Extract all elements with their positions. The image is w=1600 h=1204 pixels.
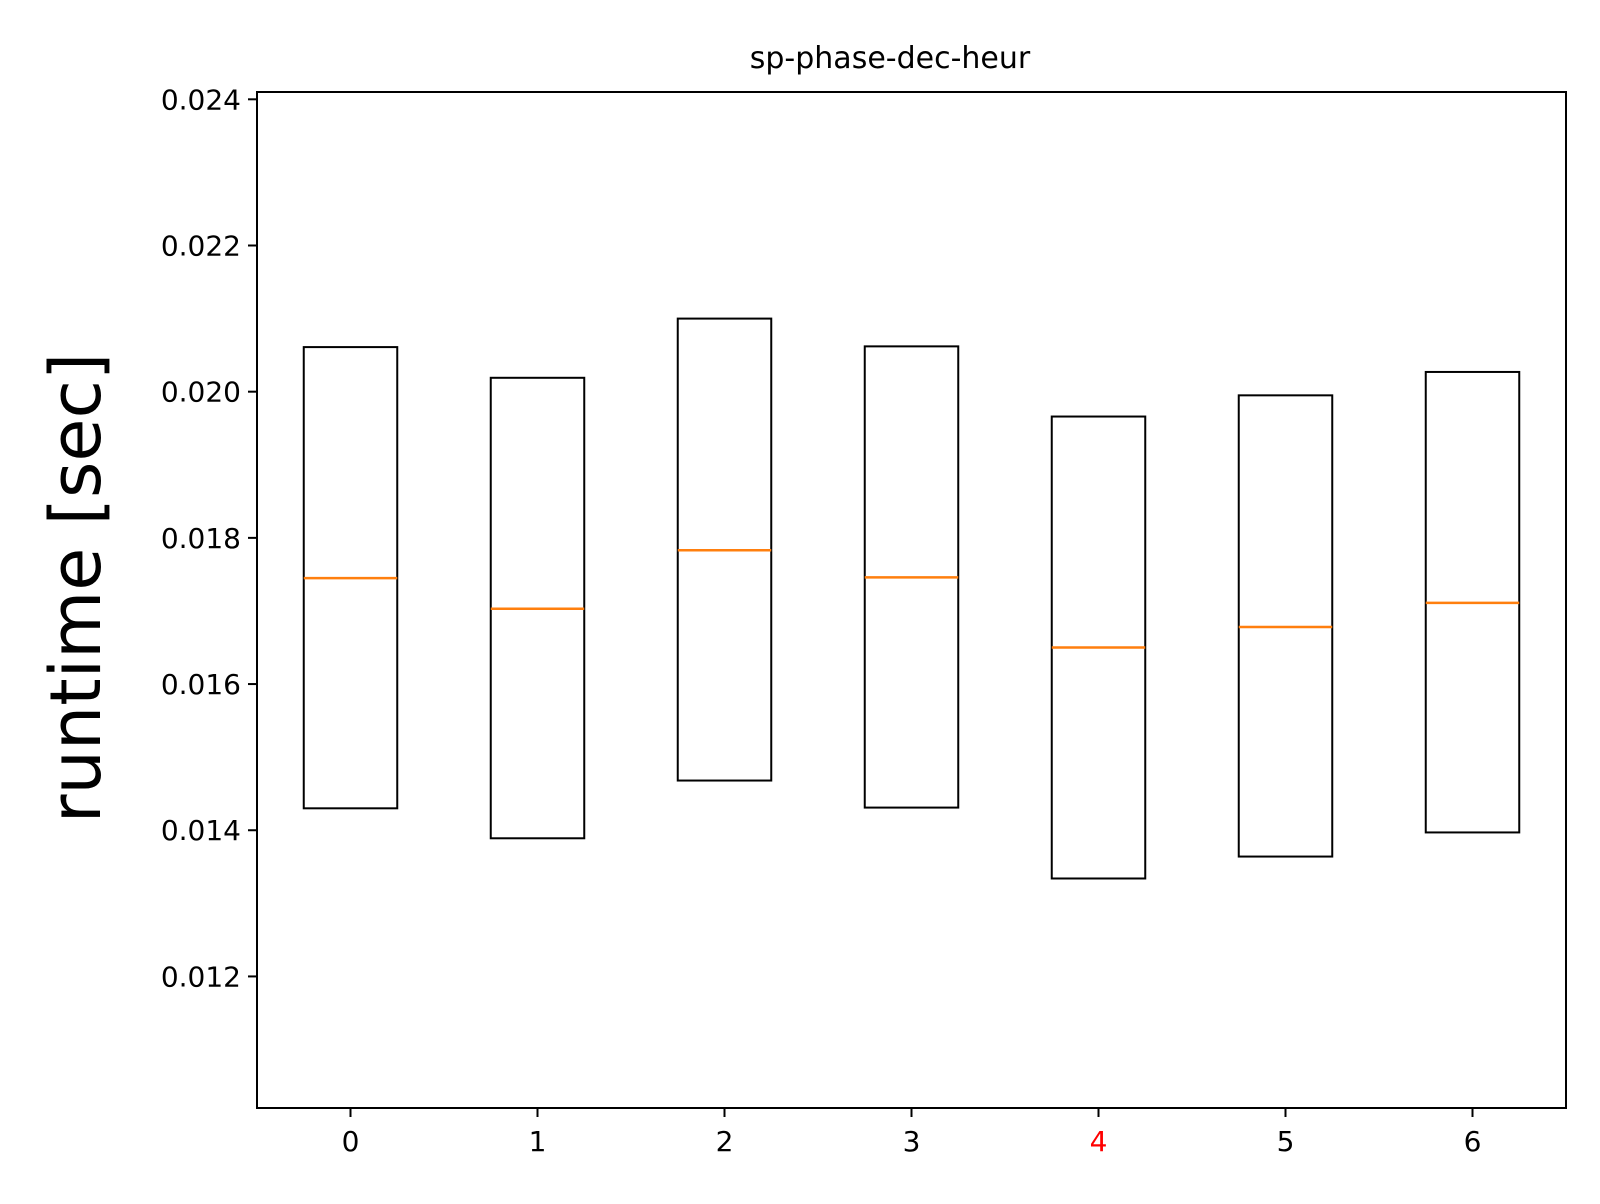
y-tick-label: 0.014 [161,814,241,847]
x-tick-label: 1 [529,1125,547,1158]
y-tick-label: 0.022 [161,229,241,262]
x-tick-label: 3 [903,1125,921,1158]
x-tick-label: 2 [716,1125,734,1158]
y-tick-label: 0.016 [161,668,241,701]
x-tick-label: 5 [1277,1125,1295,1158]
ticks-layer: 0.012 0.014 0.016 0.018 0.020 0.022 0.024 0 1 2 3 4… [161,83,1482,1158]
x-tick-label: 4 [1090,1125,1108,1158]
boxes-layer [302,317,1521,880]
y-tick-label: 0.024 [161,83,241,116]
y-tick-label: 0.012 [161,960,241,993]
chart-title: sp-phase-dec-heur [750,41,1031,76]
y-axis-label: runtime [sec] [35,353,117,824]
y-tick-label: 0.020 [161,376,241,409]
x-tick-label: 0 [342,1125,360,1158]
y-tick-label: 0.018 [161,522,241,555]
plot-frame [256,91,1567,1109]
x-tick-label: 6 [1464,1125,1482,1158]
